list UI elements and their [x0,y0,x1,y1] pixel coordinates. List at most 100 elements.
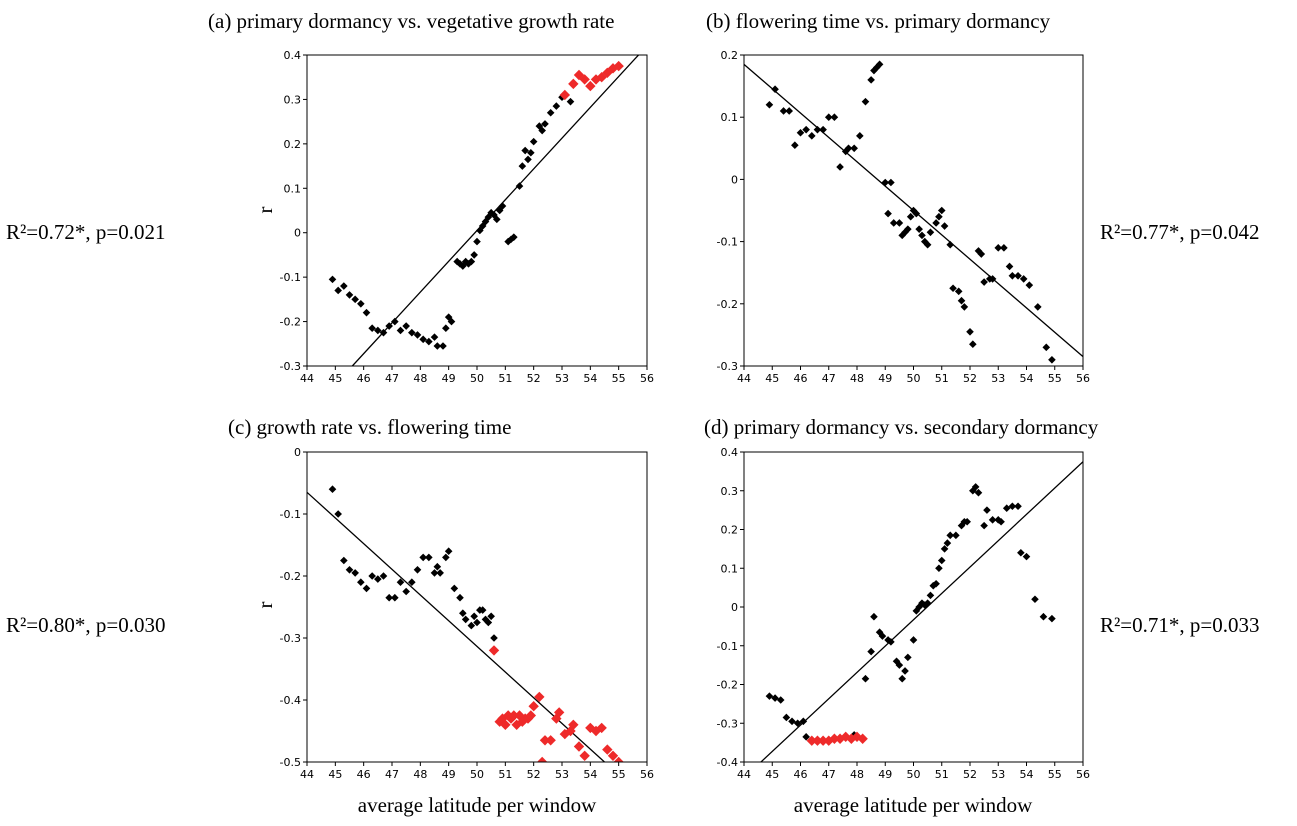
panel-d-point-0-2 [776,696,785,704]
panel-b-title: (b) flowering time vs. primary dormancy [706,9,1051,33]
panel-c-point-1-24 [579,750,590,761]
panel-c-point-0-29 [473,618,481,627]
panel-b-point-0-1 [771,85,779,94]
panel-d-point-0-24 [918,599,926,607]
panel-c-point-0-34 [487,612,495,621]
panel-c-point-0-18 [430,569,439,577]
panel-b-frame [743,54,1084,367]
panel-b-point-0-36 [923,240,932,249]
panel-d-point-0-44 [988,516,997,524]
panel-a-point-0-53 [546,108,555,117]
panel-d-point-0-49 [1014,502,1022,511]
panel-b-point-0-31 [909,206,918,215]
panel-c-point-0-12 [396,578,405,586]
panel-d-point-0-41 [974,488,983,497]
panel-a-x-tick-label-9: 53 [555,372,569,385]
panel-b-point-0-11 [830,113,839,121]
panel-c-point-0-25 [459,609,467,617]
panel-a-point-1-6 [596,72,607,83]
panel-b-plot: 44 45 46 47 48 49 50 51 52 53 54 55 56 -0.3 -0.2 -0.1 0 0… [717,49,1090,385]
panel-c-point-0-7 [368,572,376,580]
panel-a-point-0-52 [541,120,549,128]
panel-b-x-tick-label-3: 47 [822,372,836,385]
panel-d-x-tick-label-7: 51 [935,768,949,781]
panel-b-x-tick-label-9: 53 [991,372,1005,385]
panel-d-title: (d) primary dormancy vs. secondary dorma… [704,415,1099,439]
panel-d-point-1-4 [829,733,840,744]
panel-c-plot: 44 45 46 47 48 49 50 51 52 53 54 55 56 -0.5 -0.4 -0.3 -0… [280,446,654,781]
panel-b-point-0-60 [1025,281,1034,289]
panel-d-x-tick-label-11: 55 [1048,768,1062,781]
panel-d-point-0-54 [1048,614,1056,623]
panel-c-point-0-23 [450,584,459,593]
panel-c-x-tick-label-9: 53 [555,768,569,781]
panel-c-x-tick-label-7: 51 [498,768,512,781]
panel-d-point-0-3 [782,713,791,722]
panel-b-point-0-63 [1048,355,1056,364]
panel-a-marks [328,55,639,366]
panel-c-y-tick-label-2: -0.3 [280,632,301,645]
panel-b-point-0-57 [1008,272,1017,280]
panel-a-x-tick-label-12: 56 [640,372,654,385]
panel-b-point-0-45 [957,296,966,305]
panel-a-point-0-8 [374,326,382,335]
panel-b-point-0-8 [813,125,822,134]
panel-a-point-0-10 [385,322,393,330]
panel-b-point-0-53 [988,275,997,283]
panel-c-point-1-12 [525,710,537,721]
panel-a-y-tick-label-3: 0 [294,227,301,240]
panel-d-y-tick-label-4: 0 [731,601,738,614]
panel-a-point-0-31 [473,237,481,246]
panel-a-fit-line [351,55,639,366]
panel-a-x-tick-label-7: 51 [498,372,512,385]
panel-c-point-0-22 [444,547,453,555]
panel-a-point-0-35 [484,213,493,221]
panel-d-point-0-46 [997,517,1005,526]
panel-b-marks [744,60,1083,364]
panel-b-x-tick-label-4: 48 [850,372,864,385]
panel-d-x-tick-label-2: 46 [794,768,808,781]
panel-c-point-1-0 [488,645,500,656]
panel-b-point-0-25 [889,219,898,227]
panel-a-x-tick-label-0: 44 [300,372,314,385]
panel-d-point-0-10 [867,647,875,656]
panel-b-point-0-61 [1034,303,1042,311]
panel-b-y-tick-label-5: 0.2 [721,49,739,62]
panel-b-point-0-46 [960,303,969,311]
panel-c-point-0-31 [478,606,487,614]
panel-b-point-0-10 [824,113,833,121]
panel-c-marks [307,485,624,762]
panel-a-point-0-39 [495,206,504,215]
panel-a-x-tick-label-5: 49 [442,372,456,385]
panel-b-point-0-41 [940,222,949,230]
panel-d-stat: R²=0.71*, p=0.033 [1100,613,1260,637]
panel-b-point-0-49 [974,247,983,255]
panel-d-x-tick-label-12: 56 [1076,768,1090,781]
panel-c-y-tick-label-0: -0.5 [280,756,301,769]
panel-c-y-tick-label-3: -0.2 [280,570,301,583]
panel-c-x-tick-label-12: 56 [640,768,654,781]
panel-b-point-0-7 [808,132,816,140]
panel-a-point-0-56 [566,97,575,106]
panel-b-point-0-30 [906,212,915,221]
panel-c-point-0-17 [425,553,433,562]
panel-b-point-0-14 [844,144,853,153]
panel-a-point-0-14 [408,328,416,337]
panel-d-y-tick-label-1: -0.3 [717,717,738,730]
panel-d-x-tick-label-5: 49 [878,768,892,781]
panel-d-point-1-1 [812,735,823,746]
panel-c-point-0-35 [490,634,498,642]
panel-c-point-1-19 [553,707,565,718]
panel-a-x-tick-label-1: 45 [328,372,342,385]
panel-a-point-0-6 [362,308,371,317]
panel-d-point-0-18 [898,674,906,683]
panel-c-point-0-20 [436,569,444,577]
panel-c-point-1-3 [500,719,511,730]
panel-d-point-0-40 [971,483,980,491]
panel-c-x-tick-label-2: 46 [357,768,371,781]
panel-a-point-0-17 [425,337,433,346]
x-axis-label-right: average latitude per window [794,793,1033,817]
panel-d-x-tick-label-3: 47 [822,768,836,781]
panel-b-x-tick-label-11: 55 [1048,372,1062,385]
panel-a-x-tick-label-11: 55 [612,372,626,385]
